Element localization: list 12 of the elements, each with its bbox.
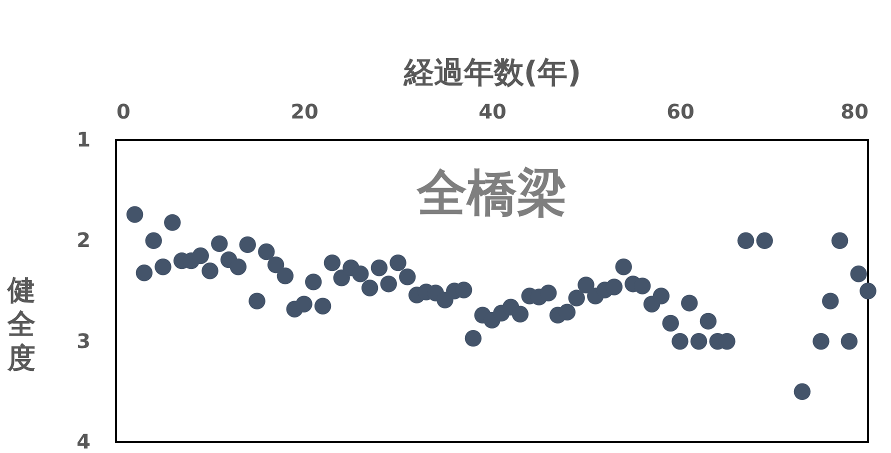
y-axis-title: 健全度 bbox=[6, 274, 36, 374]
y-tick-label: 3 bbox=[76, 328, 90, 353]
text: 全橋梁 bbox=[416, 164, 567, 222]
x-tick-label: 40 bbox=[478, 100, 506, 124]
x-axis-title: 経過年数(年) bbox=[402, 56, 582, 90]
x-tick-label: 0 bbox=[116, 100, 130, 124]
y-tick-label: 1 bbox=[76, 128, 90, 152]
x-tick-label: 20 bbox=[290, 100, 318, 124]
x-tick-label: 80 bbox=[840, 100, 868, 124]
y-tick-label: 4 bbox=[76, 430, 90, 453]
x-tick-label: 60 bbox=[666, 100, 694, 124]
y-tick-label: 2 bbox=[76, 228, 90, 252]
